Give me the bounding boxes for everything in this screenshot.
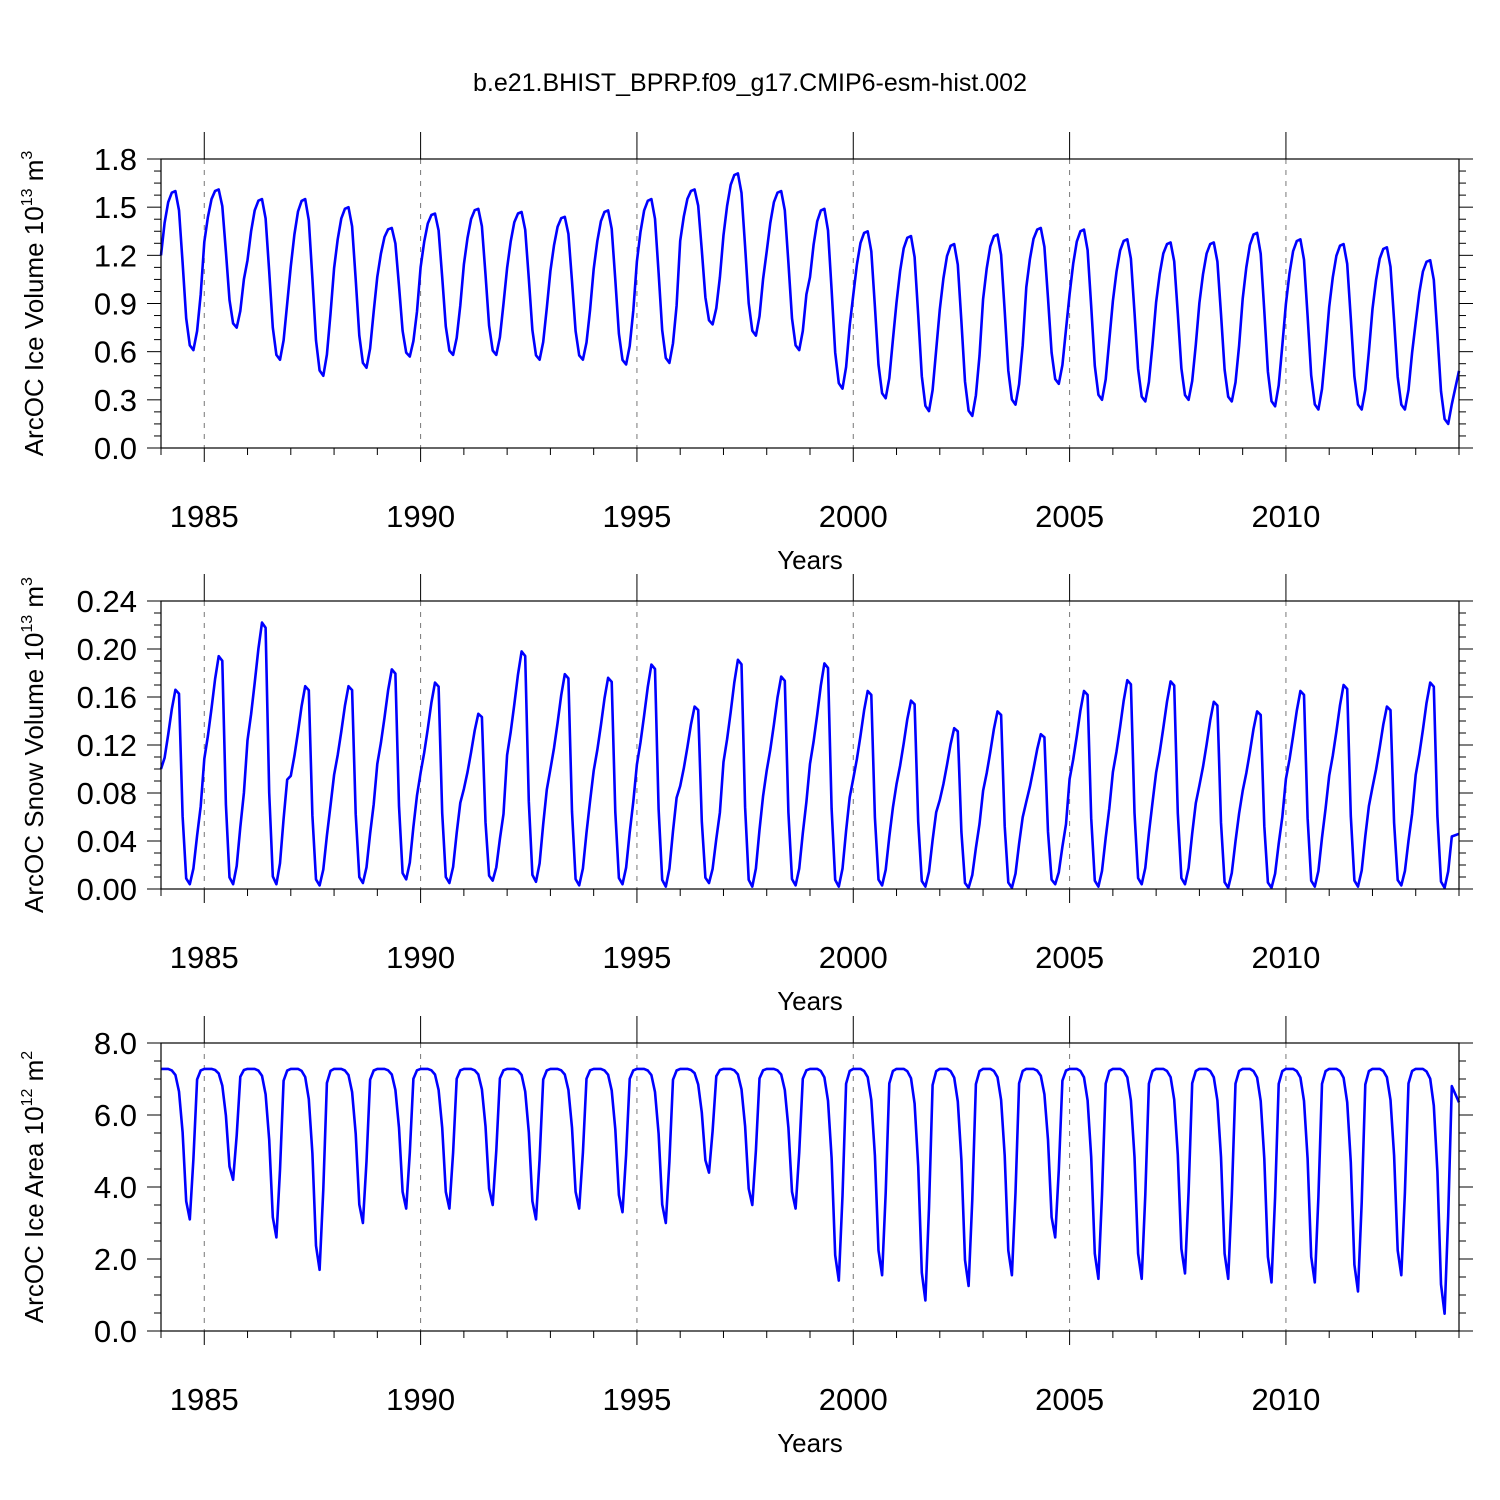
ice-volume-xtick-label: 2000 xyxy=(819,499,888,534)
snow-volume-plot-frame xyxy=(160,600,1460,890)
ice-area-ytick-label: 0.0 xyxy=(94,1314,137,1349)
snow-volume-ytick-label: 0.00 xyxy=(77,872,137,907)
ice-area-ytick-label: 6.0 xyxy=(94,1098,137,1133)
ice-volume-xtick-label: 1995 xyxy=(602,499,671,534)
snow-volume-ytick-label: 0.16 xyxy=(77,680,137,715)
ice-volume-ytick-label: 0.9 xyxy=(94,287,137,322)
ice-volume-series-line xyxy=(159,172,1461,426)
panels: 1985 1990 1995 2000 2005 2010 0.0 0.3 0.6 0.9 1.2 1… xyxy=(19,132,1473,1458)
ice-volume-plot-frame xyxy=(160,158,1460,449)
snow-volume-xtick-label: 2005 xyxy=(1035,940,1104,975)
figure-title: b.e21.BHIST_BPRP.f09_g17.CMIP6-esm-hist.… xyxy=(473,69,1027,97)
snow-volume-ytick-label: 0.20 xyxy=(77,632,137,667)
snow-volume-xtick-label: 1990 xyxy=(386,940,455,975)
ice-area-xtick-label: 2005 xyxy=(1035,1382,1104,1417)
snow-volume-xtick-label: 1995 xyxy=(602,940,671,975)
snow-volume-xtick-label: 2000 xyxy=(819,940,888,975)
snow-volume-xlabel: Years xyxy=(777,986,843,1016)
ice-area-xtick-label: 2000 xyxy=(819,1382,888,1417)
ice-area-xtick-label: 2010 xyxy=(1251,1382,1320,1417)
ice-volume-ytick-label: 0.6 xyxy=(94,335,137,370)
ice-volume-ytick-label: 1.2 xyxy=(94,238,137,273)
snow-volume-ylabel: ArcOC Snow Volume 1013 m3 xyxy=(19,577,49,913)
ice-volume-ytick-label: 0.3 xyxy=(94,383,137,418)
ice-area-ylabel: ArcOC Ice Area 1012 m2 xyxy=(19,1051,49,1323)
snow-volume-ytick-label: 0.12 xyxy=(77,728,137,763)
ice-volume-xtick-label: 1990 xyxy=(386,499,455,534)
snow-volume-ytick-label: 0.04 xyxy=(77,824,137,859)
ice-volume-ylabel: ArcOC Ice Volume 1013 m3 xyxy=(19,151,49,457)
snow-volume-xtick-label: 1985 xyxy=(170,940,239,975)
snow-volume-xtick-label: 2010 xyxy=(1251,940,1320,975)
ice-area-series-line xyxy=(161,1067,1461,1315)
ice-area-xtick-label: 1995 xyxy=(602,1382,671,1417)
ice-area-xlabel: Years xyxy=(777,1428,843,1458)
snow-volume-panel: 1985 1990 1995 2000 2005 2010 0.00 0.04 0.08 0.12… xyxy=(19,574,1473,1016)
ice-volume-ytick-label: 1.8 xyxy=(94,142,137,177)
ice-volume-ytick-label: 0.0 xyxy=(94,431,137,466)
ice-volume-ytick-label: 1.5 xyxy=(94,190,137,225)
ice-volume-xlabel: Years xyxy=(777,545,843,575)
ice-area-ytick-label: 8.0 xyxy=(94,1026,137,1061)
ice-area-xtick-label: 1985 xyxy=(170,1382,239,1417)
ice-volume-xtick-label: 2010 xyxy=(1251,499,1320,534)
snow-volume-ytick-label: 0.08 xyxy=(77,776,137,811)
ice-area-panel: 1985 1990 1995 2000 2005 2010 0.0 2.0 4.0 6.0 8.0 Y… xyxy=(19,1016,1473,1458)
ice-volume-xtick-label: 2005 xyxy=(1035,499,1104,534)
ice-area-xtick-label: 1990 xyxy=(386,1382,455,1417)
ice-volume-xtick-label: 1985 xyxy=(170,499,239,534)
snow-volume-ytick-label: 0.24 xyxy=(77,584,137,619)
ice-area-ytick-label: 2.0 xyxy=(94,1242,137,1277)
snow-volume-series-line xyxy=(159,621,1460,890)
ice-area-plot-frame xyxy=(160,1042,1460,1332)
ice-volume-panel: 1985 1990 1995 2000 2005 2010 0.0 0.3 0.6 0.9 1.2 1… xyxy=(19,132,1473,575)
ice-area-ytick-label: 4.0 xyxy=(94,1170,137,1205)
